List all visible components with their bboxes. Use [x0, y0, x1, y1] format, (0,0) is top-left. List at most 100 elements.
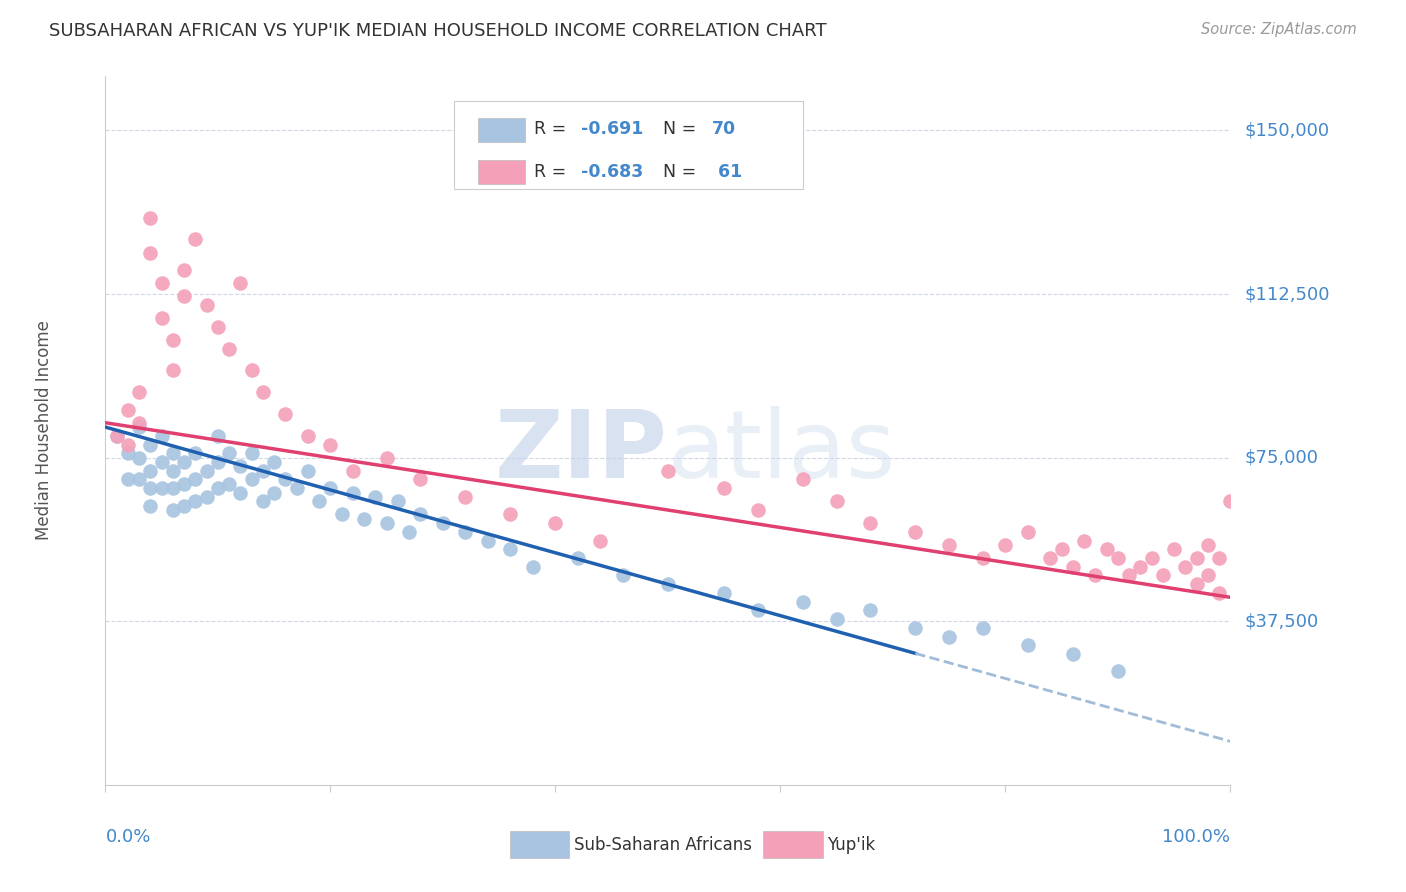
Point [263, 455, 285, 469]
Point [240, 473, 263, 487]
Point [1185, 577, 1208, 591]
Point [1118, 568, 1140, 582]
Point [375, 516, 398, 530]
Point [173, 499, 195, 513]
Point [173, 289, 195, 303]
Text: $37,500: $37,500 [1244, 612, 1319, 631]
Point [162, 503, 184, 517]
Point [825, 612, 848, 626]
Point [567, 551, 589, 566]
Text: 0.0%: 0.0% [105, 828, 150, 846]
Point [747, 503, 769, 517]
Point [657, 464, 679, 478]
Point [904, 621, 927, 635]
Point [105, 429, 128, 443]
Point [184, 494, 207, 508]
Point [454, 524, 477, 539]
Point [173, 476, 195, 491]
Point [297, 464, 319, 478]
Point [792, 595, 814, 609]
Point [195, 298, 218, 312]
Point [353, 512, 375, 526]
Point [1017, 524, 1039, 539]
Text: SUBSAHARAN AFRICAN VS YUP'IK MEDIAN HOUSEHOLD INCOME CORRELATION CHART: SUBSAHARAN AFRICAN VS YUP'IK MEDIAN HOUS… [49, 22, 827, 40]
Point [938, 538, 960, 552]
Point [184, 446, 207, 460]
Point [139, 481, 162, 495]
Text: N =: N = [664, 120, 702, 138]
Point [398, 524, 420, 539]
Point [240, 363, 263, 377]
Text: R =: R = [534, 162, 572, 180]
Point [229, 485, 252, 500]
Point [150, 455, 173, 469]
Point [207, 455, 229, 469]
Point [162, 446, 184, 460]
Point [128, 420, 150, 434]
Point [117, 402, 139, 417]
Point [972, 621, 994, 635]
Text: atlas: atlas [668, 406, 896, 498]
Point [792, 473, 814, 487]
Point [207, 481, 229, 495]
Text: Yup'ik: Yup'ik [827, 836, 875, 854]
Point [859, 516, 882, 530]
Point [1107, 665, 1129, 679]
Point [184, 473, 207, 487]
Point [589, 533, 612, 548]
Point [432, 516, 454, 530]
Point [319, 481, 342, 495]
Point [319, 437, 342, 451]
Point [218, 446, 240, 460]
FancyBboxPatch shape [478, 161, 524, 185]
Point [330, 508, 353, 522]
Point [139, 464, 162, 478]
Point [263, 485, 285, 500]
Point [252, 464, 274, 478]
Point [128, 385, 150, 400]
Point [229, 459, 252, 474]
Point [128, 473, 150, 487]
Point [117, 446, 139, 460]
Point [713, 586, 735, 600]
Point [1174, 559, 1197, 574]
Text: -0.691: -0.691 [581, 120, 644, 138]
Point [499, 508, 522, 522]
Point [1208, 586, 1230, 600]
Text: Sub-Saharan Africans: Sub-Saharan Africans [574, 836, 752, 854]
Point [207, 319, 229, 334]
Point [1197, 538, 1219, 552]
Point [612, 568, 634, 582]
Point [128, 450, 150, 465]
Point [409, 473, 432, 487]
Point [162, 464, 184, 478]
Point [139, 245, 162, 260]
Text: ZIP: ZIP [495, 406, 668, 498]
Point [207, 429, 229, 443]
Text: $150,000: $150,000 [1244, 121, 1329, 139]
Point [252, 494, 274, 508]
Text: 100.0%: 100.0% [1163, 828, 1230, 846]
Point [117, 437, 139, 451]
Point [184, 232, 207, 246]
Point [117, 473, 139, 487]
Point [218, 342, 240, 356]
Text: -0.683: -0.683 [581, 162, 644, 180]
Point [128, 416, 150, 430]
Text: Source: ZipAtlas.com: Source: ZipAtlas.com [1201, 22, 1357, 37]
Text: Median Household Income: Median Household Income [35, 320, 52, 541]
Point [195, 464, 218, 478]
Point [904, 524, 927, 539]
Point [859, 603, 882, 617]
Point [713, 481, 735, 495]
Point [1050, 542, 1073, 557]
Text: R =: R = [534, 120, 572, 138]
Point [150, 276, 173, 290]
Point [364, 490, 387, 504]
Text: 70: 70 [711, 120, 735, 138]
Point [1152, 568, 1174, 582]
Point [139, 211, 162, 225]
Point [1208, 551, 1230, 566]
Point [938, 630, 960, 644]
Point [173, 263, 195, 277]
